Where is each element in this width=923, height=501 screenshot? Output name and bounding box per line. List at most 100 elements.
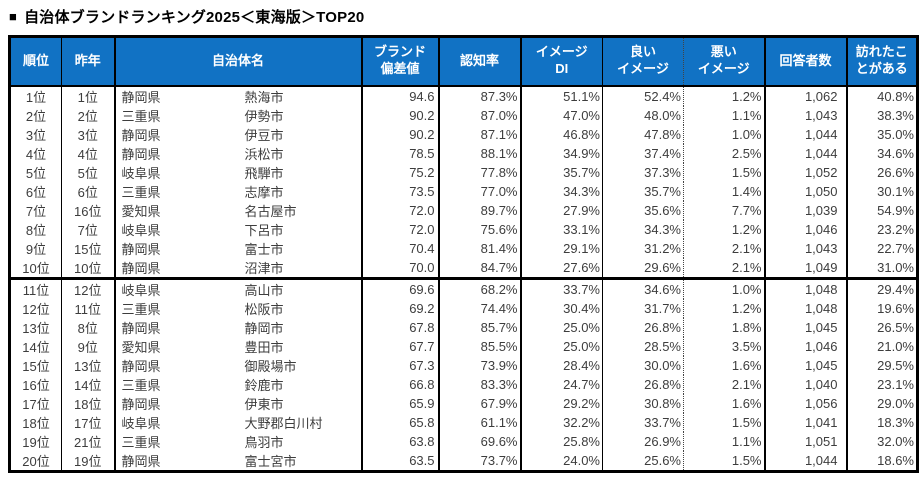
- city-label: 伊豆市: [244, 127, 284, 143]
- bad-image-cell: 1.5%: [683, 412, 765, 432]
- header-brand-score: ブランド 偏差値: [360, 36, 439, 87]
- brand-score-cell: 67.8: [360, 317, 439, 337]
- image-di-cell: 47.0%: [519, 105, 603, 125]
- awareness-cell: 81.4%: [437, 238, 521, 258]
- table-row: 12位 11位 三重県 松阪市 69.2 74.4% 30.4% 31.7% 1.2% 1,048…: [10, 298, 918, 318]
- brand-score-cell: 65.9: [360, 393, 439, 413]
- municipality-cell: 三重県 鈴鹿市: [113, 374, 362, 394]
- good-image-cell: 48.0%: [602, 105, 684, 125]
- rank-cell: 15位: [22, 358, 50, 374]
- table-row: 7位 16位 愛知県 名古屋市 72.0 89.7% 27.9% 35.6% 7.7% 1,039…: [10, 200, 918, 220]
- image-di-cell: 27.9%: [519, 200, 603, 220]
- table-row: 1位 1位 静岡県 熱海市 94.6 87.3% 51.1% 52.4% 1.2% 1,062 40…: [10, 85, 918, 106]
- last-year-cell: 17位: [61, 412, 115, 432]
- prefecture-label: 静岡県: [121, 320, 161, 336]
- city-label: 大野郡白川村: [244, 415, 323, 431]
- rank-cell: 20位: [22, 453, 50, 469]
- good-image-cell: 28.5%: [602, 336, 684, 356]
- respondents-cell: 1,046: [763, 336, 847, 356]
- respondents-cell: 1,045: [763, 317, 847, 337]
- table-row: 19位 21位 三重県 鳥羽市 63.8 69.6% 25.8% 26.9% 1.1% 1,051…: [10, 431, 918, 451]
- last-year-cell: 2位: [61, 105, 115, 125]
- visited-cell: 21.0%: [845, 336, 918, 356]
- visited-cell: 54.9%: [845, 200, 918, 220]
- visited-cell: 35.0%: [845, 124, 918, 144]
- awareness-cell: 87.1%: [437, 124, 521, 144]
- visited-cell: 31.0%: [845, 257, 918, 278]
- table-row: 18位 17位 岐阜県 大野郡白川村 65.8 61.1% 32.2% 33.7% 1.5% 1,…: [10, 412, 918, 432]
- rank-cell: 13位: [22, 320, 50, 336]
- brand-score-cell: 67.7: [360, 336, 439, 356]
- brand-score-cell: 75.2: [360, 162, 439, 182]
- last-year-cell: 3位: [61, 124, 115, 144]
- city-label: 鈴鹿市: [244, 377, 284, 393]
- table-row: 2位 2位 三重県 伊勢市 90.2 87.0% 47.0% 48.0% 1.1% 1,043 38…: [10, 105, 918, 125]
- image-di-cell: 25.8%: [519, 431, 603, 451]
- good-image-cell: 35.6%: [602, 200, 684, 220]
- respondents-cell: 1,043: [763, 238, 847, 258]
- respondents-cell: 1,056: [763, 393, 847, 413]
- last-year-cell: 16位: [61, 200, 115, 220]
- municipality-cell: 三重県 志摩市: [113, 181, 362, 201]
- bad-image-cell: 1.5%: [683, 450, 765, 471]
- bad-image-cell: 1.2%: [683, 298, 765, 318]
- prefecture-label: 静岡県: [121, 241, 161, 257]
- brand-score-cell: 70.0: [360, 257, 439, 278]
- city-label: 飛騨市: [244, 165, 284, 181]
- good-image-cell: 29.6%: [602, 257, 684, 278]
- brand-score-cell: 69.2: [360, 298, 439, 318]
- brand-score-cell: 72.0: [360, 200, 439, 220]
- respondents-cell: 1,052: [763, 162, 847, 182]
- bad-image-cell: 1.2%: [683, 219, 765, 239]
- last-year-cell: 10位: [61, 257, 115, 278]
- prefecture-label: 三重県: [121, 108, 161, 124]
- prefecture-label: 三重県: [121, 434, 161, 450]
- last-year-cell: 9位: [61, 336, 115, 356]
- table-row: 4位 4位 静岡県 浜松市 78.5 88.1% 34.9% 37.4% 2.5% 1,044 34…: [10, 143, 918, 163]
- prefecture-label: 静岡県: [121, 89, 161, 105]
- visited-cell: 32.0%: [845, 431, 918, 451]
- brand-score-cell: 90.2: [360, 105, 439, 125]
- rank-cell: 10位: [22, 260, 50, 276]
- visited-cell: 38.3%: [845, 105, 918, 125]
- bad-image-cell: 3.5%: [683, 336, 765, 356]
- brand-score-cell: 65.8: [360, 412, 439, 432]
- respondents-cell: 1,044: [763, 124, 847, 144]
- respondents-cell: 1,062: [763, 85, 847, 106]
- awareness-cell: 89.7%: [437, 200, 521, 220]
- brand-score-cell: 67.3: [360, 355, 439, 375]
- respondents-cell: 1,051: [763, 431, 847, 451]
- page-title-text: 自治体ブランドランキング2025＜東海版＞TOP20: [24, 9, 365, 26]
- respondents-cell: 1,044: [763, 450, 847, 471]
- visited-cell: 29.0%: [845, 393, 918, 413]
- visited-cell: 18.6%: [845, 450, 918, 471]
- municipality-cell: 愛知県 豊田市: [113, 336, 362, 356]
- rank-cell: 14位: [22, 339, 50, 355]
- municipality-cell: 静岡県 静岡市: [113, 317, 362, 337]
- bad-image-cell: 1.2%: [683, 85, 765, 106]
- rank-cell: 1位: [25, 89, 47, 105]
- rank-cell: 12位: [22, 301, 50, 317]
- bad-image-cell: 2.5%: [683, 143, 765, 163]
- image-di-cell: 24.0%: [519, 450, 603, 471]
- brand-score-cell: 72.0: [360, 219, 439, 239]
- city-label: 浜松市: [244, 146, 284, 162]
- image-di-cell: 35.7%: [519, 162, 603, 182]
- awareness-cell: 84.7%: [437, 257, 521, 278]
- bad-image-cell: 1.8%: [683, 317, 765, 337]
- municipality-cell: 岐阜県 下呂市: [113, 219, 362, 239]
- respondents-cell: 1,044: [763, 143, 847, 163]
- good-image-cell: 31.2%: [602, 238, 684, 258]
- good-image-cell: 52.4%: [602, 85, 684, 106]
- prefecture-label: 三重県: [121, 377, 161, 393]
- rank-cell: 9位: [25, 241, 47, 257]
- municipality-cell: 静岡県 浜松市: [113, 143, 362, 163]
- respondents-cell: 1,050: [763, 181, 847, 201]
- bad-image-cell: 1.1%: [683, 431, 765, 451]
- page-title: ■ 自治体ブランドランキング2025＜東海版＞TOP20: [0, 0, 923, 27]
- awareness-cell: 61.1%: [437, 412, 521, 432]
- table-row: 16位 14位 三重県 鈴鹿市 66.8 83.3% 24.7% 26.8% 2.1% 1,040…: [10, 374, 918, 394]
- table-row: 17位 18位 静岡県 伊東市 65.9 67.9% 29.2% 30.8% 1.6% 1,056…: [10, 393, 918, 413]
- good-image-cell: 26.8%: [602, 317, 684, 337]
- rank-cell: 4位: [25, 146, 47, 162]
